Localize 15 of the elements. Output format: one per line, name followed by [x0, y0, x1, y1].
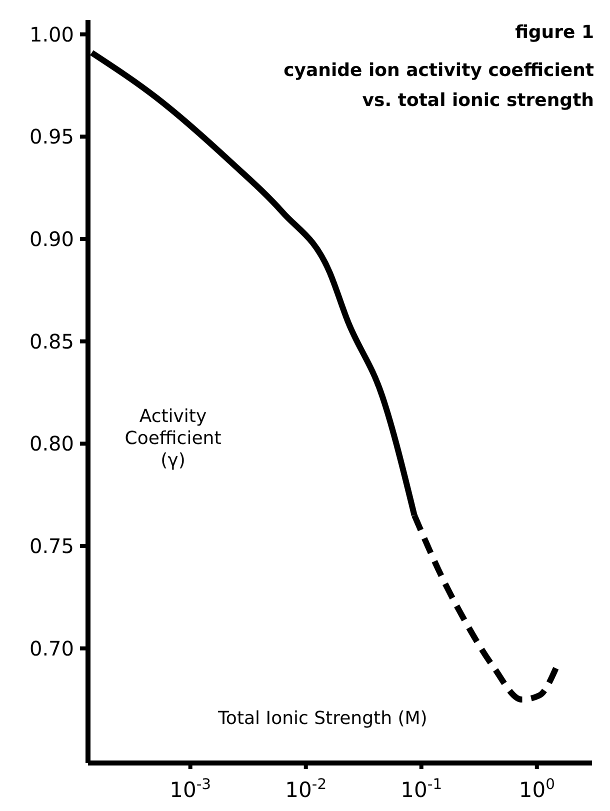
y-axis-title: Activity Coefficient (γ): [124, 406, 222, 472]
y-tick-label: 1.00: [29, 22, 74, 46]
y-tick-label: 0.75: [29, 534, 74, 558]
text: cyanide ion activity coefficient vs. total ionic strength: [284, 59, 594, 113]
x-tick-label: 10$^{-3}$: [170, 776, 212, 802]
x-tick-label: 10$^{0}$: [518, 776, 555, 802]
y-tick-label: 0.90: [29, 227, 74, 252]
chart-title: figure 1: [515, 22, 594, 43]
y-tick-label: 0.85: [29, 329, 74, 354]
x-tick-label: 10$^{-1}$: [400, 776, 442, 802]
y-tick-label: 0.95: [29, 124, 74, 149]
y-tick-label: 0.80: [29, 432, 74, 456]
x-tick-label: 10$^{-2}$: [285, 776, 327, 802]
y-tick-label: 0.70: [29, 636, 74, 660]
x-axis-title: Total Ionic Strength (M): [218, 708, 428, 729]
